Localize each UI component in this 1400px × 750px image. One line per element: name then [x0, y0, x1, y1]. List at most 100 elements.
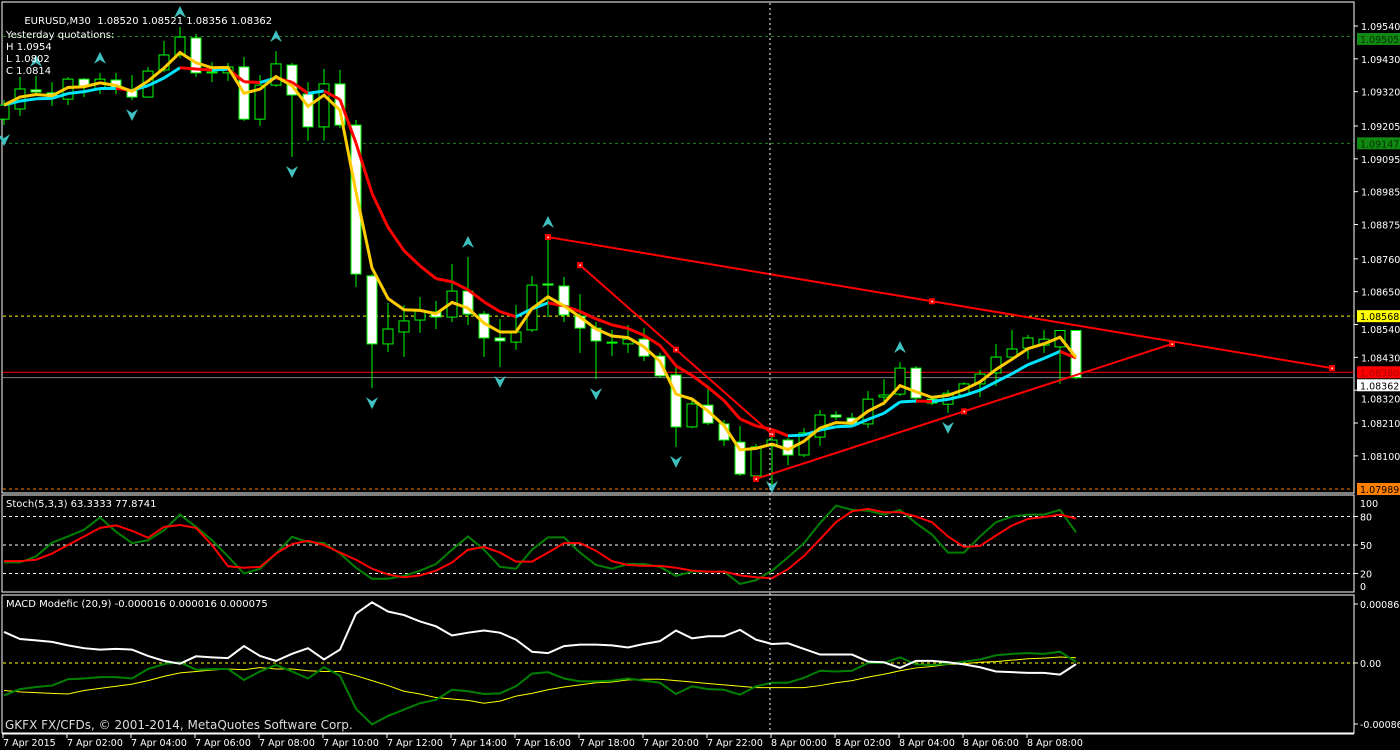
- slow-ma-segment: [435, 277, 453, 284]
- time-tick-label: 7 Apr 16:00: [515, 738, 571, 749]
- slow-ma-segment: [83, 87, 101, 94]
- main-pane-frame: [1, 1, 1355, 494]
- slow-ma-segment: [1059, 349, 1077, 360]
- slow-ma-segment: [579, 310, 597, 321]
- price-level-tag: [1357, 33, 1400, 45]
- copyright: GKFX FX/CFDs, © 2001-2014, MetaQuotes So…: [5, 718, 353, 732]
- price-level-tag-text: 1.08380: [1360, 368, 1399, 379]
- time-tick-label: 8 Apr 00:00: [771, 738, 827, 749]
- fractal-down-arrow-icon: [942, 421, 954, 434]
- chart-header: EURUSD,M30 1.08520 1.08521 1.08356 1.083…: [18, 4, 272, 28]
- fractal-up-arrow-icon: [462, 236, 474, 249]
- candle-bear: [910, 367, 922, 399]
- stoch-label: Stoch(5,3,3) 63.3333 77.8741: [6, 499, 157, 510]
- price-tick-label: 1.09430: [1361, 55, 1400, 66]
- time-tick-label: 7 Apr 18:00: [579, 738, 635, 749]
- time-tick-label: 8 Apr 08:00: [1027, 738, 1083, 749]
- time-tick-label: 7 Apr 10:00: [323, 738, 379, 749]
- candle-bull: [510, 331, 522, 343]
- macd-pane: 0.000865 0.00 -0.000865: [3, 600, 1400, 731]
- candle-bull: [750, 446, 762, 477]
- fractal-down-arrow-icon: [0, 134, 10, 147]
- fractal-down-arrow-icon: [766, 481, 778, 493]
- time-tick-label: 7 Apr 08:00: [259, 738, 315, 749]
- slow-ma-segment: [851, 417, 869, 428]
- candle-bear: [734, 441, 746, 475]
- fractal-up-arrow-icon: [894, 341, 906, 354]
- time-tick-label: 7 Apr 22:00: [707, 738, 763, 749]
- time-tick-label: 7 Apr 20:00: [643, 738, 699, 749]
- candle-bear: [558, 285, 570, 316]
- slow-ma-segment: [386, 226, 406, 252]
- yesterday-title: Yesterday quotations:: [6, 30, 115, 41]
- time-tick-label: 8 Apr 04:00: [899, 738, 955, 749]
- stoch-main-line: [4, 504, 1077, 586]
- candle-bull: [894, 367, 906, 395]
- slow-ma-segment: [947, 394, 965, 401]
- price-tick-label: 1.08210: [1361, 419, 1400, 430]
- candle-bear: [350, 124, 362, 275]
- price-level-tag: [1357, 310, 1400, 323]
- price-tick-label: 1.09320: [1361, 88, 1400, 99]
- slow-ma-segment: [354, 142, 374, 194]
- time-tick-label: 7 Apr 12:00: [387, 738, 443, 749]
- slow-ma-segment: [595, 317, 613, 327]
- fractal-up-arrow-icon: [270, 30, 282, 43]
- candle-bear: [334, 83, 346, 126]
- candle-bull: [686, 403, 698, 428]
- trendline-anchor-dot: [675, 349, 677, 351]
- slow-ma-segment: [419, 264, 437, 280]
- slow-ma-segment: [19, 97, 37, 103]
- stoch-level-label: 80: [1360, 513, 1372, 524]
- slow-ma-segment: [467, 288, 485, 304]
- fractal-down-arrow-icon: [366, 397, 378, 410]
- candle-bear: [830, 414, 842, 418]
- trendlines[interactable]: [545, 234, 1335, 482]
- macd-pane-frame: [1, 594, 1355, 734]
- slow-ma-segment: [195, 67, 213, 72]
- price-tick-label: 1.08100: [1361, 452, 1400, 463]
- slow-ma-segment: [179, 66, 197, 71]
- slow-ma-segment: [147, 76, 165, 88]
- candles: [0, 26, 1082, 490]
- candle-bear: [654, 355, 666, 377]
- candle-bull: [878, 394, 890, 398]
- slow-ma-segment: [243, 80, 261, 85]
- price-tick-label: 1.08320: [1361, 394, 1400, 405]
- slow-ma-segment: [451, 280, 469, 292]
- candle-bear: [206, 71, 218, 74]
- price-level-tag-text: 1.07989: [1360, 485, 1399, 496]
- time-tick-label: 7 Apr 02:00: [67, 738, 123, 749]
- stoch-level-label: 20: [1360, 570, 1372, 581]
- fractal-down-arrow-icon: [590, 388, 602, 401]
- trendline-anchor-dot: [579, 264, 581, 267]
- trendline-anchor-dot: [771, 433, 773, 436]
- slow-ma-segment: [771, 428, 789, 438]
- slow-ma-segment: [370, 192, 390, 228]
- fractal-up-arrow-icon: [94, 51, 106, 64]
- yesterday-low: L 1.0802: [6, 54, 50, 65]
- fractal-down-arrow-icon: [126, 109, 138, 122]
- slow-ma-segment: [483, 300, 501, 313]
- slow-ma-segment: [658, 344, 678, 367]
- fractal-arrows: [0, 5, 954, 493]
- slow-ma-segment: [499, 310, 517, 319]
- candle-bear: [190, 37, 202, 74]
- slow-ma-segment: [707, 386, 725, 402]
- slow-ma-segment: [787, 433, 805, 438]
- slow-ma-segment: [675, 364, 693, 377]
- fractal-up-arrow-icon: [30, 54, 42, 67]
- time-tick-label: 7 Apr 04:00: [131, 738, 187, 749]
- time-tick-label: 7 Apr 14:00: [451, 738, 507, 749]
- slow-ma-segment: [611, 323, 629, 330]
- slow-ma-segment: [883, 400, 901, 415]
- fractal-down-arrow-icon: [494, 375, 506, 388]
- macd-axis-label: -0.000865: [1360, 720, 1400, 731]
- slow-ma-segment: [931, 397, 949, 403]
- candle-bear: [606, 341, 618, 344]
- slow-ma-segment: [1011, 363, 1029, 375]
- stoch-signal-line: [4, 507, 1077, 580]
- slow-ma-segment: [67, 90, 85, 96]
- pane-frames: [1, 1, 1355, 734]
